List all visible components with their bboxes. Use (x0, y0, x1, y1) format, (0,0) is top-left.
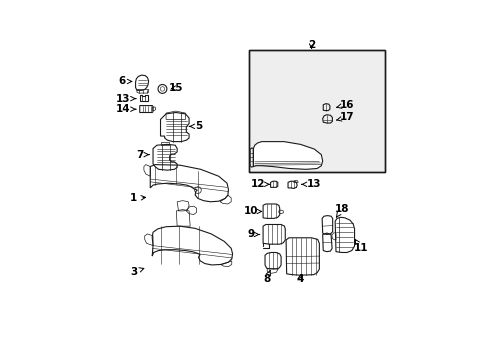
Text: 12: 12 (251, 179, 268, 189)
Text: 2: 2 (307, 40, 315, 50)
Text: 1: 1 (130, 193, 145, 203)
Bar (249, 50, 384, 172)
Text: 15: 15 (169, 83, 183, 93)
Polygon shape (253, 141, 322, 169)
Text: 9: 9 (246, 229, 259, 239)
Text: 4: 4 (296, 274, 304, 284)
Text: 5: 5 (189, 121, 202, 131)
Text: 10: 10 (243, 207, 261, 216)
Text: 16: 16 (336, 100, 354, 110)
Text: 3: 3 (130, 267, 143, 277)
Text: 18: 18 (334, 204, 348, 217)
Text: 14: 14 (116, 104, 136, 114)
Text: 13: 13 (301, 179, 321, 189)
Text: 6: 6 (118, 76, 131, 86)
Text: 8: 8 (263, 271, 270, 284)
Bar (249, 50, 384, 172)
Text: 17: 17 (336, 112, 354, 122)
Text: 7: 7 (136, 150, 149, 159)
Text: 13: 13 (116, 94, 136, 104)
Text: 11: 11 (353, 239, 367, 253)
